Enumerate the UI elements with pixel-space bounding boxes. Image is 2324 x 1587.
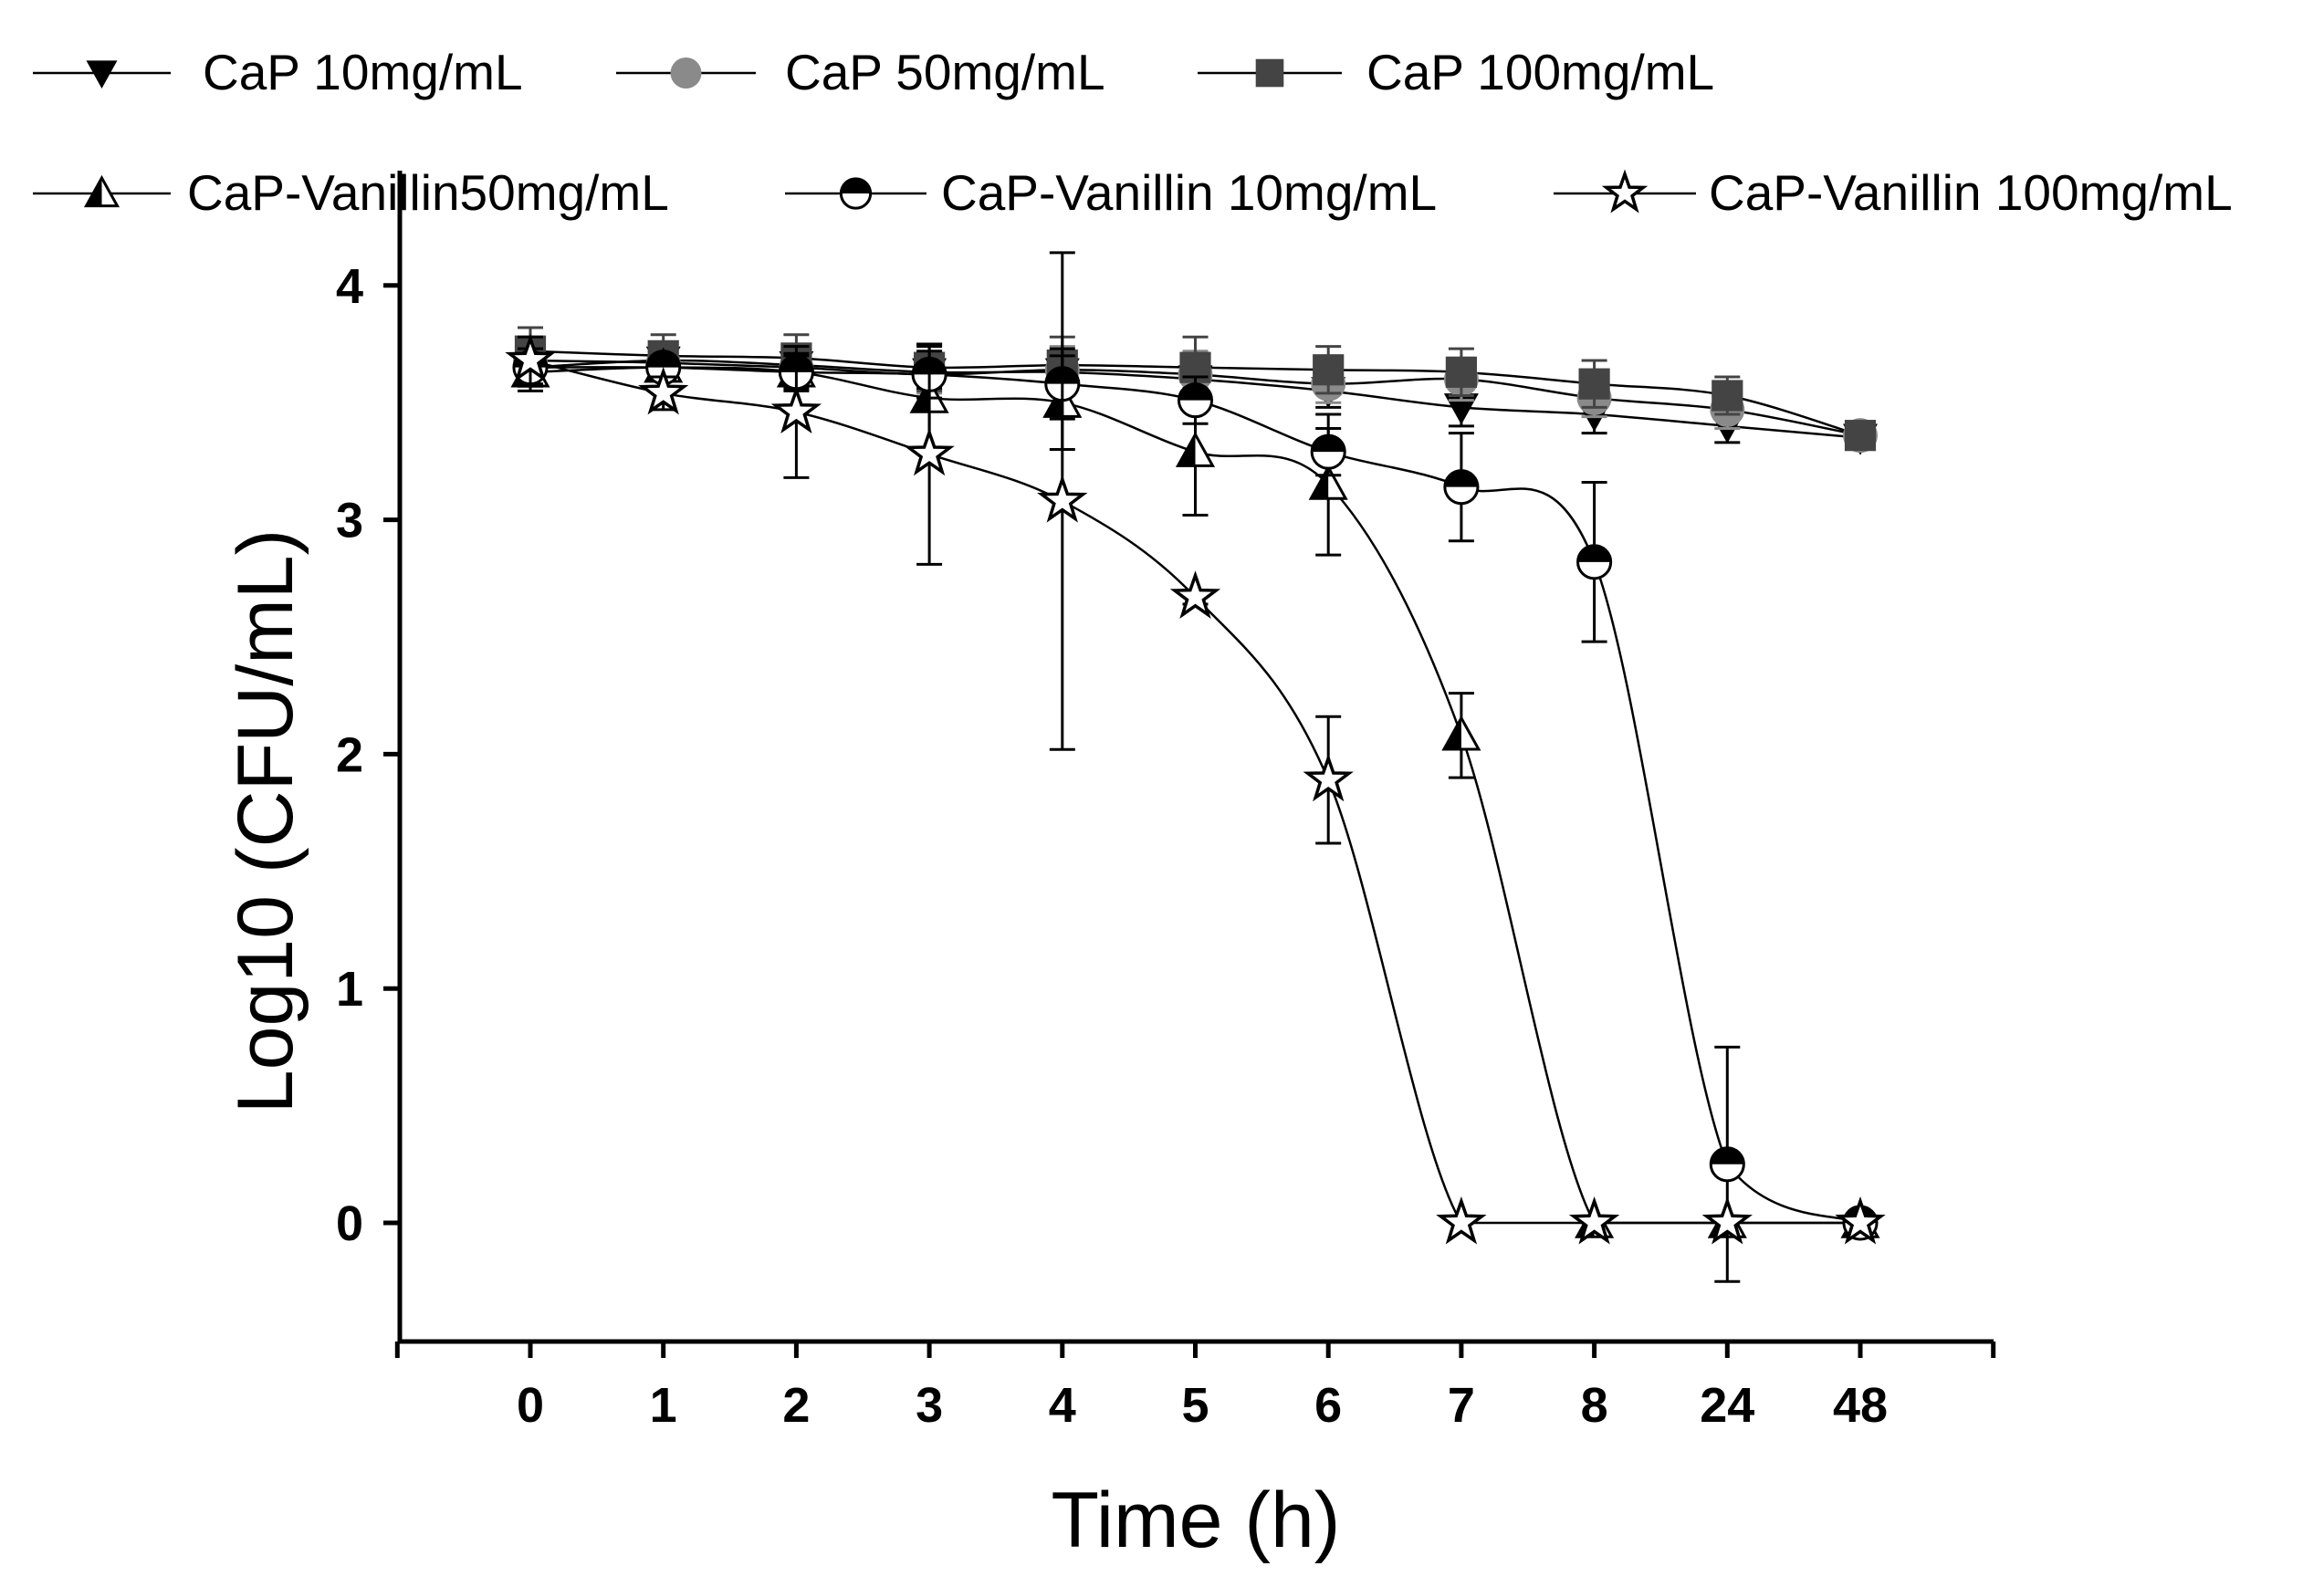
half-triangle-marker	[1308, 464, 1348, 500]
y-tick-label: 1	[336, 962, 363, 1017]
x-tick-label: 6	[1314, 1378, 1342, 1433]
x-tick-label: 1	[650, 1378, 677, 1433]
half-circle-marker	[1576, 544, 1613, 580]
y-tick-label: 0	[336, 1196, 363, 1251]
x-tick-label: 24	[1700, 1378, 1754, 1433]
legend-label: CaP 10mg/mL	[203, 44, 523, 100]
legend-label: CaP-Vanillin 10mg/mL	[941, 164, 1437, 221]
star-marker	[1601, 169, 1649, 214]
x-tick-label: 0	[517, 1378, 544, 1433]
star-marker	[770, 385, 822, 434]
star-marker	[505, 333, 556, 382]
series-3	[510, 345, 1880, 1238]
half-circle-marker	[1310, 433, 1346, 470]
down-triangle-marker	[86, 60, 118, 89]
star-marker	[1169, 570, 1221, 619]
half-triangle-marker	[83, 174, 120, 208]
half-triangle-marker	[1441, 715, 1481, 751]
legend-item: CaP 50mg/mL	[616, 44, 1105, 100]
half-circle-marker	[1177, 382, 1214, 419]
x-tick-label: 7	[1448, 1378, 1475, 1433]
y-axis-title: Log10 (CFU/mL)	[222, 529, 309, 1113]
star-marker	[904, 427, 955, 476]
y-tick-label: 4	[336, 259, 363, 314]
star-marker	[1701, 1196, 1753, 1245]
half-circle-marker	[839, 177, 873, 210]
x-tick-label: 8	[1581, 1378, 1608, 1433]
x-axis-title: Time (h)	[1052, 1477, 1341, 1564]
square-marker	[1255, 58, 1284, 88]
series-5	[505, 251, 1886, 1245]
star-marker	[1303, 753, 1354, 802]
star-marker	[1835, 1196, 1886, 1245]
legend-label: CaP-Vanillin 100mg/mL	[1709, 164, 2233, 221]
circle-marker	[670, 57, 702, 89]
legend-label: CaP 50mg/mL	[785, 44, 1105, 100]
legend-item: CaP-Vanillin50mg/mL	[33, 164, 669, 221]
star-marker	[638, 366, 689, 415]
y-tick-label: 3	[336, 494, 363, 548]
half-circle-marker	[1709, 1146, 1745, 1183]
square-marker	[1445, 356, 1477, 388]
square-marker	[1712, 380, 1743, 412]
x-tick-label: 3	[916, 1378, 943, 1433]
legend-item: CaP 100mg/mL	[1198, 44, 1714, 100]
x-tick-label: 4	[1049, 1378, 1076, 1433]
square-marker	[1844, 420, 1877, 452]
legend-item: CaP-Vanillin 100mg/mL	[1554, 164, 2233, 221]
x-tick-label: 5	[1181, 1378, 1209, 1433]
y-tick-label: 2	[336, 727, 363, 782]
legend-item: CaP 10mg/mL	[33, 44, 523, 100]
half-triangle-marker	[1175, 432, 1216, 467]
legend-label: CaP-Vanillin50mg/mL	[187, 164, 669, 221]
star-marker	[1436, 1196, 1487, 1245]
x-tick-label: 2	[782, 1378, 810, 1433]
half-circle-marker	[1443, 469, 1480, 506]
legend-label: CaP 100mg/mL	[1366, 44, 1714, 100]
legend: CaP 10mg/mL CaP 50mg/mL CaP 100mg/mL CaP-Va…	[33, 44, 2233, 221]
square-marker	[1313, 354, 1345, 386]
legend-item: CaP-Vanillin 10mg/mL	[785, 164, 1437, 221]
x-tick-label: 48	[1833, 1378, 1888, 1433]
star-marker	[1037, 474, 1088, 523]
square-marker	[1578, 368, 1610, 400]
star-marker	[1568, 1196, 1620, 1245]
